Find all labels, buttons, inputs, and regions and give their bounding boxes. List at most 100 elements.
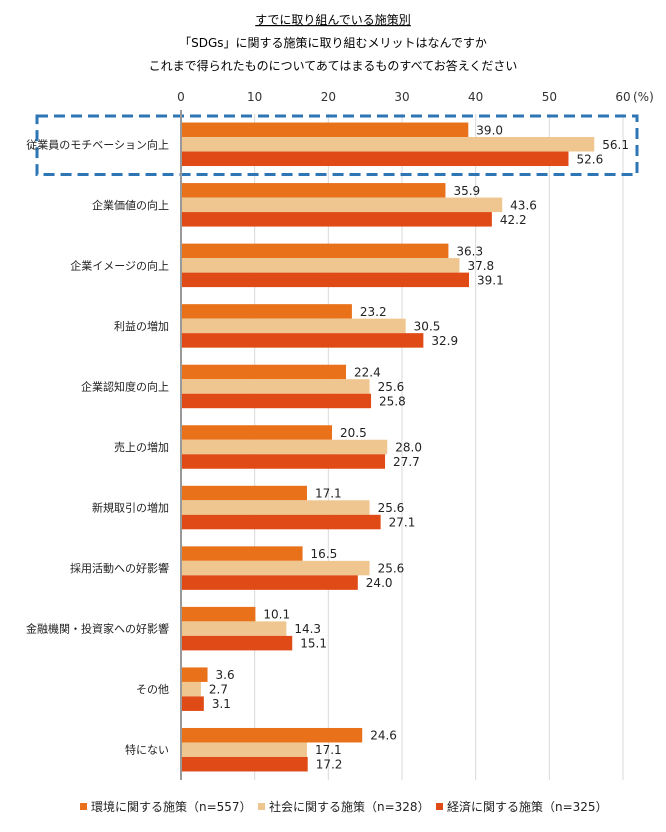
data-label-s1-c6: 25.6 <box>378 501 405 515</box>
bar-s1-c1 <box>181 197 503 213</box>
data-label-s0-c9: 3.6 <box>216 668 235 682</box>
data-label-s2-c6: 27.1 <box>389 516 416 530</box>
bar-s0-c3 <box>181 304 352 319</box>
x-tick-label-0: 0 <box>177 90 185 104</box>
bar-s1-c7 <box>181 560 370 576</box>
category-label-10: 特にない <box>125 743 169 757</box>
bar-s2-c0 <box>181 151 569 167</box>
x-tick-label-30: 30 <box>394 90 409 104</box>
data-label-s2-c0: 52.6 <box>576 152 603 166</box>
category-labels: 従業員のモチベーション向上企業価値の向上企業イメージの向上利益の増加企業認知度の… <box>26 137 169 756</box>
x-tick-label-60: 60 <box>615 90 630 104</box>
category-label-0: 従業員のモチベーション向上 <box>26 137 169 151</box>
data-label-s0-c7: 16.5 <box>311 547 338 561</box>
bar-s0-c9 <box>181 667 208 682</box>
data-label-s1-c8: 14.3 <box>294 622 321 636</box>
x-tick-label-20: 20 <box>321 90 336 104</box>
legend-swatch-2 <box>436 803 443 810</box>
bar-s1-c4 <box>181 379 370 394</box>
data-label-s0-c2: 36.3 <box>456 244 483 258</box>
data-label-s0-c4: 22.4 <box>354 365 381 379</box>
data-labels: 39.0 56.152.6 35.9 43.642.2 36.337.839.1 23.2… <box>209 123 629 771</box>
category-label-2: 企業イメージの向上 <box>70 258 169 272</box>
data-label-s1-c1: 43.6 <box>510 198 537 212</box>
x-tick-label-10: 10 <box>247 90 262 104</box>
legend-swatch-0 <box>80 803 87 810</box>
bars <box>181 122 595 772</box>
data-label-s2-c1: 42.2 <box>500 213 527 227</box>
x-tick-label-40: 40 <box>468 90 483 104</box>
category-label-1: 企業価値の向上 <box>92 198 169 212</box>
legend-swatch-1 <box>258 803 265 810</box>
data-label-s0-c3: 23.2 <box>360 305 387 319</box>
category-label-4: 企業認知度の向上 <box>81 379 169 393</box>
bar-s0-c7 <box>181 546 303 561</box>
bar-s1-c9 <box>181 681 201 697</box>
bar-s1-c6 <box>181 500 370 515</box>
bar-s2-c10 <box>181 756 308 772</box>
x-axis-ticks: 0 10 20 30 40 50 60 (%) <box>177 90 654 104</box>
bar-s1-c3 <box>181 318 406 334</box>
legend: 環境に関する施策（n=557） 社会に関する施策（n=328） 経済に関する施策（n… <box>80 799 608 814</box>
chart-subtitle-line-2: これまで得られたものについてあてはまるものすべてお答えください <box>149 58 518 73</box>
bar-s0-c1 <box>181 183 446 198</box>
data-label-s0-c6: 17.1 <box>315 487 342 501</box>
data-label-s2-c8: 15.1 <box>300 637 327 651</box>
bar-s0-c4 <box>181 364 347 380</box>
data-label-s0-c0: 39.0 <box>476 123 503 137</box>
bar-s0-c5 <box>181 425 333 440</box>
bar-s2-c8 <box>181 635 293 651</box>
chart-subtitle-line-1: 「SDGs」に関する施策に取り組むメリットはなんですか <box>179 36 487 50</box>
data-label-s1-c2: 37.8 <box>467 259 494 273</box>
data-label-s0-c5: 20.5 <box>340 426 367 440</box>
data-label-s2-c2: 39.1 <box>477 273 504 287</box>
data-label-s1-c7: 25.6 <box>378 562 405 576</box>
highlight-box <box>35 114 639 177</box>
highlight-box-rect <box>35 114 639 177</box>
category-label-9: その他 <box>136 683 169 696</box>
bar-s0-c0 <box>181 122 469 138</box>
data-label-s0-c10: 24.6 <box>370 729 397 743</box>
data-label-s1-c5: 28.0 <box>395 441 422 455</box>
legend-label-0: 環境に関する施策（n=557） <box>91 799 252 814</box>
data-label-s1-c9: 2.7 <box>209 683 228 697</box>
x-axis-unit: (%) <box>633 90 654 104</box>
data-label-s1-c10: 17.1 <box>315 743 342 757</box>
category-label-5: 売上の増加 <box>114 441 169 454</box>
bar-s0-c6 <box>181 485 307 501</box>
bar-s0-c2 <box>181 243 449 259</box>
bar-s0-c8 <box>181 606 256 622</box>
x-tick-label-50: 50 <box>542 90 557 104</box>
data-label-s0-c8: 10.1 <box>263 608 290 622</box>
bar-s2-c7 <box>181 575 358 590</box>
bar-s1-c2 <box>181 258 460 273</box>
bar-s2-c6 <box>181 514 381 530</box>
bar-s2-c1 <box>181 212 492 227</box>
data-label-s2-c10: 17.2 <box>316 758 343 772</box>
legend-label-2: 経済に関する施策（n=325） <box>447 799 608 814</box>
data-label-s2-c7: 24.0 <box>366 576 393 590</box>
bar-s2-c9 <box>181 696 204 711</box>
bar-s1-c0 <box>181 137 595 152</box>
category-label-7: 採用活動への好影響 <box>70 561 169 575</box>
bar-s2-c5 <box>181 454 386 469</box>
bar-s1-c5 <box>181 439 388 455</box>
data-label-s2-c9: 3.1 <box>212 697 231 711</box>
data-label-s2-c5: 27.7 <box>393 455 420 469</box>
chart-title: すでに取り組んでいる施策別 <box>255 13 411 27</box>
category-label-3: 利益の増加 <box>114 319 169 333</box>
bar-s2-c3 <box>181 333 424 348</box>
data-label-s1-c3: 30.5 <box>414 319 441 333</box>
bar-s2-c2 <box>181 272 470 288</box>
legend-label-1: 社会に関する施策（n=328） <box>269 799 430 814</box>
bar-s1-c10 <box>181 742 307 757</box>
data-label-s2-c3: 32.9 <box>431 334 458 348</box>
data-label-s1-c4: 25.6 <box>378 380 405 394</box>
category-label-6: 新規取引の増加 <box>92 501 169 515</box>
category-label-8: 金融機関・投資家への好影響 <box>26 622 169 636</box>
data-label-s0-c1: 35.9 <box>453 184 480 198</box>
data-label-s1-c0: 56.1 <box>602 138 629 152</box>
bar-s0-c10 <box>181 727 363 743</box>
data-label-s2-c4: 25.8 <box>379 394 406 408</box>
